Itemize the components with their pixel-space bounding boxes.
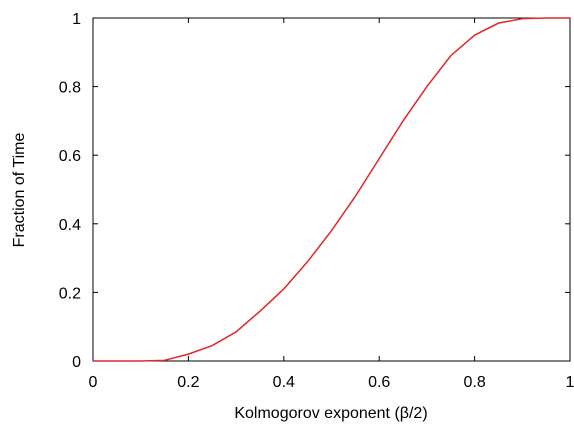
x-tick-label: 0.2 — [177, 374, 199, 391]
x-axis-label: Kolmogorov exponent (β/2) — [234, 405, 427, 422]
y-tick-label: 0 — [72, 354, 81, 371]
y-axis-label: Fraction of Time — [11, 133, 28, 248]
x-tick-label: 0 — [89, 374, 98, 391]
y-tick-label: 0.4 — [59, 217, 81, 234]
y-tick-label: 1 — [72, 11, 81, 28]
x-tick-label: 0.4 — [273, 374, 295, 391]
x-tick-label: 0.8 — [463, 374, 485, 391]
y-tick-label: 0.6 — [59, 148, 81, 165]
line-series — [93, 17, 570, 362]
x-tick-label: 0.6 — [368, 374, 390, 391]
y-tick-label: 0.2 — [59, 285, 81, 302]
plot-frame — [92, 17, 571, 362]
y-tick-label: 0.8 — [59, 80, 81, 97]
x-tick-label: 1 — [566, 374, 574, 391]
